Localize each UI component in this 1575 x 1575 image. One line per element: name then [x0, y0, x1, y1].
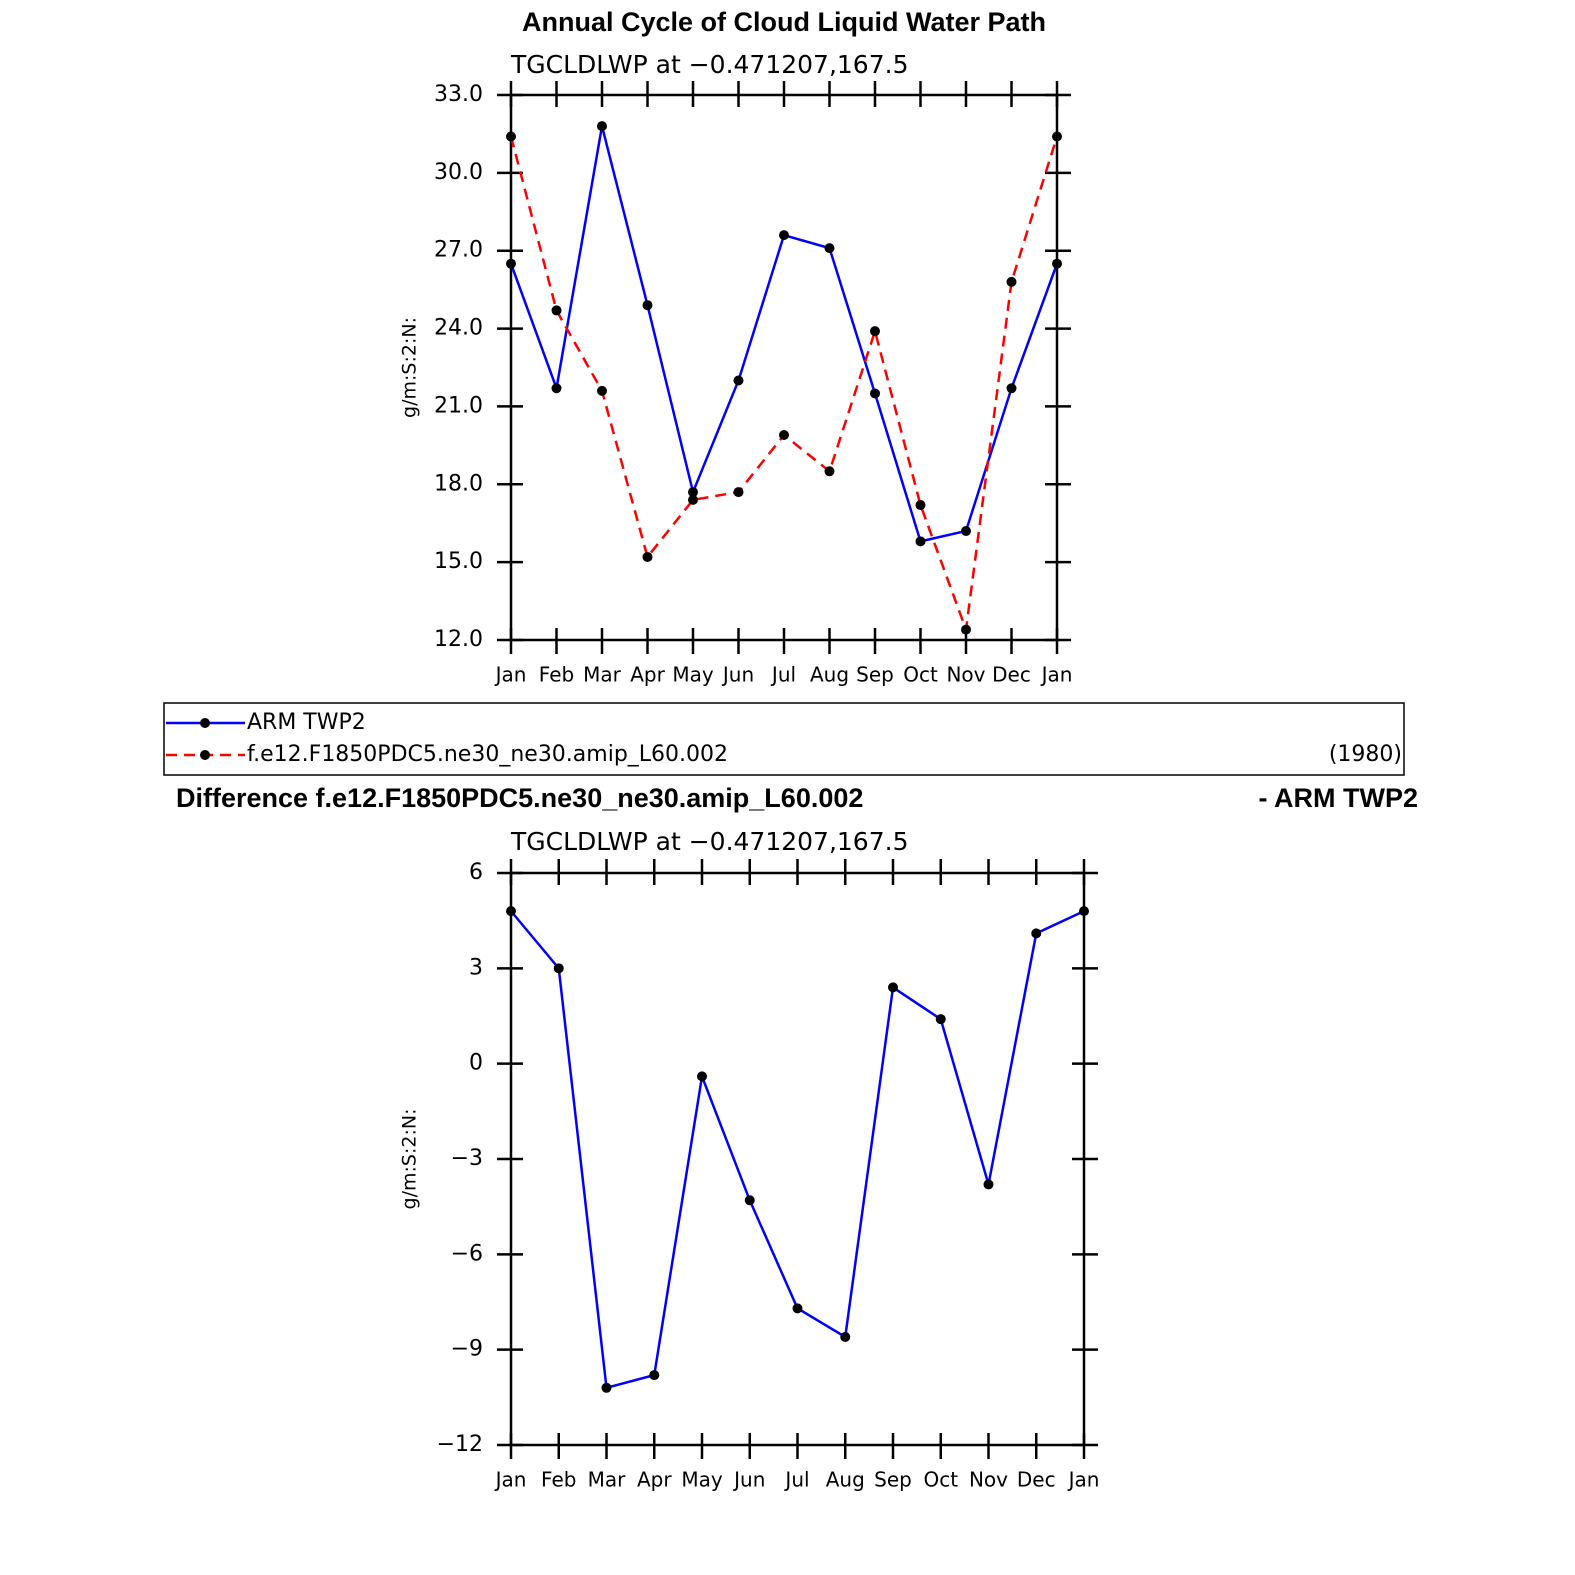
x-tick-label: Feb [539, 663, 574, 687]
data-point [506, 131, 516, 142]
x-tick-label: Jan [1040, 663, 1073, 687]
y-tick-label: −9 [451, 1337, 483, 1362]
data-point [697, 1071, 707, 1082]
data-point [688, 487, 698, 498]
y-tick-label: 15.0 [434, 549, 483, 574]
data-point [506, 258, 516, 269]
legend-marker [200, 750, 210, 760]
x-tick-label: Mar [583, 663, 622, 687]
y-tick-label: −12 [437, 1432, 483, 1457]
data-point [1006, 276, 1017, 287]
x-tick-label: Dec [1017, 1468, 1056, 1492]
x-tick-label: Jun [732, 1468, 765, 1492]
data-point [597, 121, 607, 132]
y-tick-label: 24.0 [434, 316, 483, 341]
data-point [506, 906, 516, 917]
y-tick-label: −6 [451, 1241, 483, 1266]
y-axis-label: g/m:S:2:N: [399, 1109, 421, 1210]
data-point [642, 551, 653, 562]
data-point [961, 526, 971, 536]
data-point [870, 388, 880, 399]
y-tick-label: 12.0 [434, 627, 483, 652]
data-point [1079, 906, 1089, 917]
x-tick-label: Sep [856, 663, 894, 687]
y-tick-label: 27.0 [434, 238, 483, 263]
x-tick-label: Jan [1067, 1468, 1100, 1492]
data-point [792, 1303, 803, 1314]
data-point [915, 500, 926, 511]
data-point [1052, 258, 1062, 269]
x-tick-label: Mar [588, 1468, 627, 1492]
legend-box [163, 702, 1405, 776]
chart-subtitle: TGCLDLWP at −0.471207,167.5 [510, 827, 908, 856]
y-axis-label: g/m:S:2:N: [399, 317, 421, 418]
y-tick-label: 6 [469, 860, 483, 885]
x-tick-label: Feb [541, 1468, 576, 1492]
legend-note: (1980) [1329, 742, 1402, 767]
data-point [915, 536, 926, 547]
chart-title: Difference f.e12.F1850PDC5.ne30_ne30.ami… [176, 783, 863, 813]
x-tick-label: May [681, 1468, 723, 1492]
data-point [935, 1014, 946, 1025]
data-point [744, 1195, 755, 1206]
x-tick-label: Apr [630, 663, 665, 687]
chart-title: Annual Cycle of Cloud Liquid Water Path [522, 7, 1046, 37]
data-point [961, 624, 971, 635]
legend-label: f.e12.F1850PDC5.ne30_ne30.amip_L60.002 [247, 742, 728, 767]
data-point [1031, 928, 1042, 939]
data-point [688, 494, 698, 505]
x-tick-label: Nov [969, 1468, 1008, 1492]
x-tick-label: Jun [721, 663, 754, 687]
x-tick-label: Apr [637, 1468, 672, 1492]
x-tick-label: Sep [874, 1468, 912, 1492]
chart-title-right: - ARM TWP2 [1259, 783, 1418, 813]
data-point [1006, 383, 1017, 394]
data-point [733, 487, 744, 498]
data-point [779, 230, 789, 241]
data-point [983, 1179, 994, 1190]
x-tick-label: Jul [770, 663, 796, 687]
x-tick-label: Aug [810, 663, 849, 687]
y-tick-label: 3 [469, 955, 483, 980]
data-point [597, 385, 607, 396]
data-point [840, 1331, 851, 1342]
x-tick-label: May [672, 663, 714, 687]
x-tick-label: Oct [903, 663, 938, 687]
legend-label: ARM TWP2 [247, 710, 366, 735]
data-point [649, 1370, 660, 1381]
x-tick-label: Aug [826, 1468, 865, 1492]
x-tick-label: Nov [946, 663, 985, 687]
y-tick-label: 0 [469, 1051, 483, 1076]
legend-marker [200, 718, 210, 728]
x-tick-label: Oct [923, 1468, 958, 1492]
data-point [642, 300, 653, 311]
data-point [779, 429, 789, 440]
y-tick-label: 18.0 [434, 471, 483, 496]
data-point [553, 963, 564, 974]
y-tick-label: 33.0 [434, 82, 483, 107]
y-tick-label: 30.0 [434, 160, 483, 185]
y-tick-label: −3 [451, 1146, 483, 1171]
x-tick-label: Jul [783, 1468, 809, 1492]
data-point [551, 305, 562, 316]
chart-subtitle: TGCLDLWP at −0.471207,167.5 [510, 50, 908, 79]
x-tick-label: Jan [494, 663, 527, 687]
data-point [551, 383, 562, 394]
data-point [601, 1382, 612, 1393]
data-point [733, 375, 744, 386]
data-point [824, 466, 835, 477]
y-tick-label: 21.0 [434, 393, 483, 418]
data-point [824, 243, 835, 254]
data-point [1052, 131, 1062, 142]
data-point [870, 326, 880, 337]
x-tick-label: Dec [992, 663, 1031, 687]
data-point [888, 982, 898, 993]
x-tick-label: Jan [494, 1468, 527, 1492]
